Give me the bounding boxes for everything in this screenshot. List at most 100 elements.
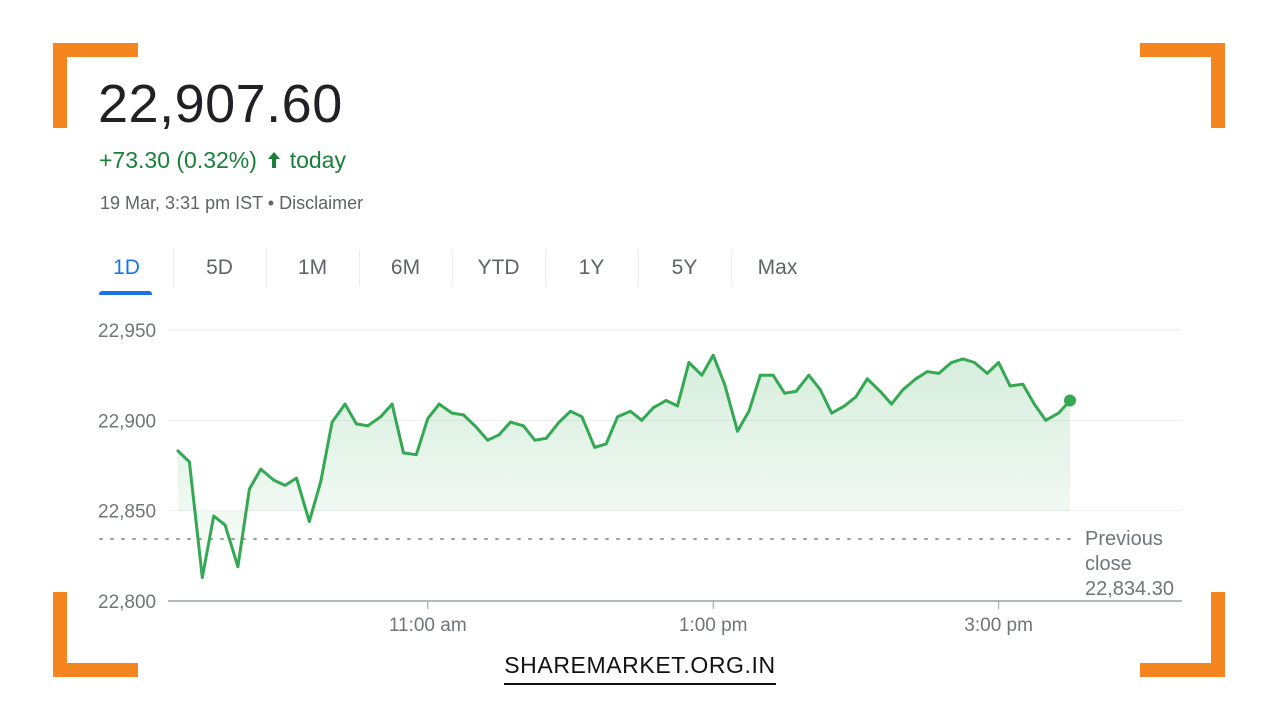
data-point (343, 402, 347, 406)
data-point (937, 371, 941, 375)
data-point (878, 390, 882, 393)
data-point (830, 411, 834, 415)
data-point (355, 422, 358, 426)
data-point (486, 438, 490, 442)
data-point (676, 404, 679, 408)
meta-separator: • (267, 193, 275, 213)
data-point (747, 409, 751, 413)
data-point (700, 373, 704, 377)
data-point (366, 424, 370, 428)
intraday-price-chart[interactable]: 22,800 22,850 22,900 22,950 11:00 am 1:00 pm… (0, 300, 1280, 650)
tab-ytd[interactable]: YTD (452, 248, 545, 288)
data-point (379, 415, 383, 419)
data-point (521, 424, 525, 428)
price-area (178, 355, 1070, 578)
data-point (604, 442, 608, 446)
data-point (402, 451, 405, 455)
data-point (544, 437, 548, 440)
frame-corner-bottom-right (1140, 592, 1225, 677)
data-point (497, 433, 501, 437)
data-point (687, 361, 691, 364)
x-tick-label: 1:00 pm (679, 615, 748, 636)
data-point (450, 411, 454, 415)
data-point (854, 395, 858, 399)
data-point (961, 357, 965, 361)
data-point (950, 361, 953, 364)
previous-close-text: Previous (1085, 528, 1163, 550)
data-point (783, 391, 786, 395)
frame-corner-top-right (1140, 43, 1225, 128)
data-point (1008, 384, 1012, 388)
change-value: +73.30 (0.32%) (99, 147, 257, 173)
data-point (593, 446, 597, 449)
data-point (914, 377, 918, 381)
data-point (818, 388, 822, 392)
data-point (664, 399, 668, 402)
footer: SHAREMARKET.ORG.IN (0, 652, 1280, 685)
change-suffix: today (289, 147, 346, 173)
arrow-up-icon (267, 146, 281, 174)
data-point (330, 420, 334, 424)
data-point (295, 476, 298, 480)
data-point (711, 353, 715, 357)
data-point (807, 373, 811, 377)
data-point (901, 388, 905, 392)
tab-1m[interactable]: 1M (266, 248, 359, 288)
range-tabs: 1D 5D 1M 6M YTD 1Y 5Y Max (80, 248, 824, 295)
tab-6m[interactable]: 6M (359, 248, 452, 288)
data-point (247, 487, 251, 491)
data-point (437, 402, 441, 406)
data-point (890, 402, 893, 406)
tab-5d[interactable]: 5D (173, 248, 266, 288)
data-point (509, 420, 512, 424)
data-point (794, 390, 798, 393)
tab-1d[interactable]: 1D (80, 248, 173, 295)
data-point (473, 424, 477, 428)
y-tick-label: 22,950 (98, 321, 156, 342)
data-point (223, 523, 227, 527)
price-points (176, 353, 1072, 579)
data-point (283, 483, 287, 487)
tab-1y[interactable]: 1Y (545, 248, 638, 288)
data-point (1032, 402, 1036, 406)
data-point (319, 480, 323, 484)
data-point (723, 382, 727, 386)
data-point (236, 565, 240, 569)
data-point (272, 478, 276, 482)
data-point (997, 361, 1001, 364)
data-point (390, 402, 394, 406)
data-point (426, 417, 430, 420)
data-point (1021, 382, 1025, 386)
quote-timestamp: 19 Mar, 3:31 pm IST (100, 193, 263, 213)
data-point (640, 418, 644, 422)
y-axis: 22,800 22,850 22,900 22,950 (98, 321, 156, 613)
data-point (651, 406, 655, 410)
data-point (771, 373, 775, 377)
previous-close-text: close (1085, 553, 1132, 575)
data-point (259, 467, 263, 471)
data-point (307, 520, 311, 523)
data-point (1044, 418, 1048, 422)
price-change: +73.30 (0.32%) today (99, 146, 346, 174)
data-point (736, 429, 739, 433)
data-point (212, 514, 216, 518)
data-point (188, 460, 191, 464)
previous-close-label: Previous close 22,834.30 (1085, 528, 1174, 600)
data-point (580, 415, 584, 419)
x-tick-label: 11:00 am (389, 615, 467, 636)
data-point (758, 373, 762, 377)
current-price: 22,907.60 (98, 74, 343, 134)
tab-max[interactable]: Max (731, 248, 824, 288)
data-point (1057, 411, 1060, 415)
data-point (569, 409, 572, 413)
tab-5y[interactable]: 5Y (638, 248, 731, 288)
data-point (462, 413, 465, 417)
x-tick-label: 3:00 pm (964, 615, 1033, 636)
x-axis: 11:00 am 1:00 pm 3:00 pm (389, 601, 1033, 636)
disclaimer-link[interactable]: Disclaimer (279, 193, 364, 213)
quote-meta: 19 Mar, 3:31 pm IST • Disclaimer (100, 192, 363, 214)
y-tick-label: 22,850 (98, 502, 156, 523)
last-price-dot[interactable] (1064, 394, 1076, 407)
brand-watermark: SHAREMARKET.ORG.IN (504, 652, 776, 685)
frame-corner-bottom-left (53, 592, 138, 677)
